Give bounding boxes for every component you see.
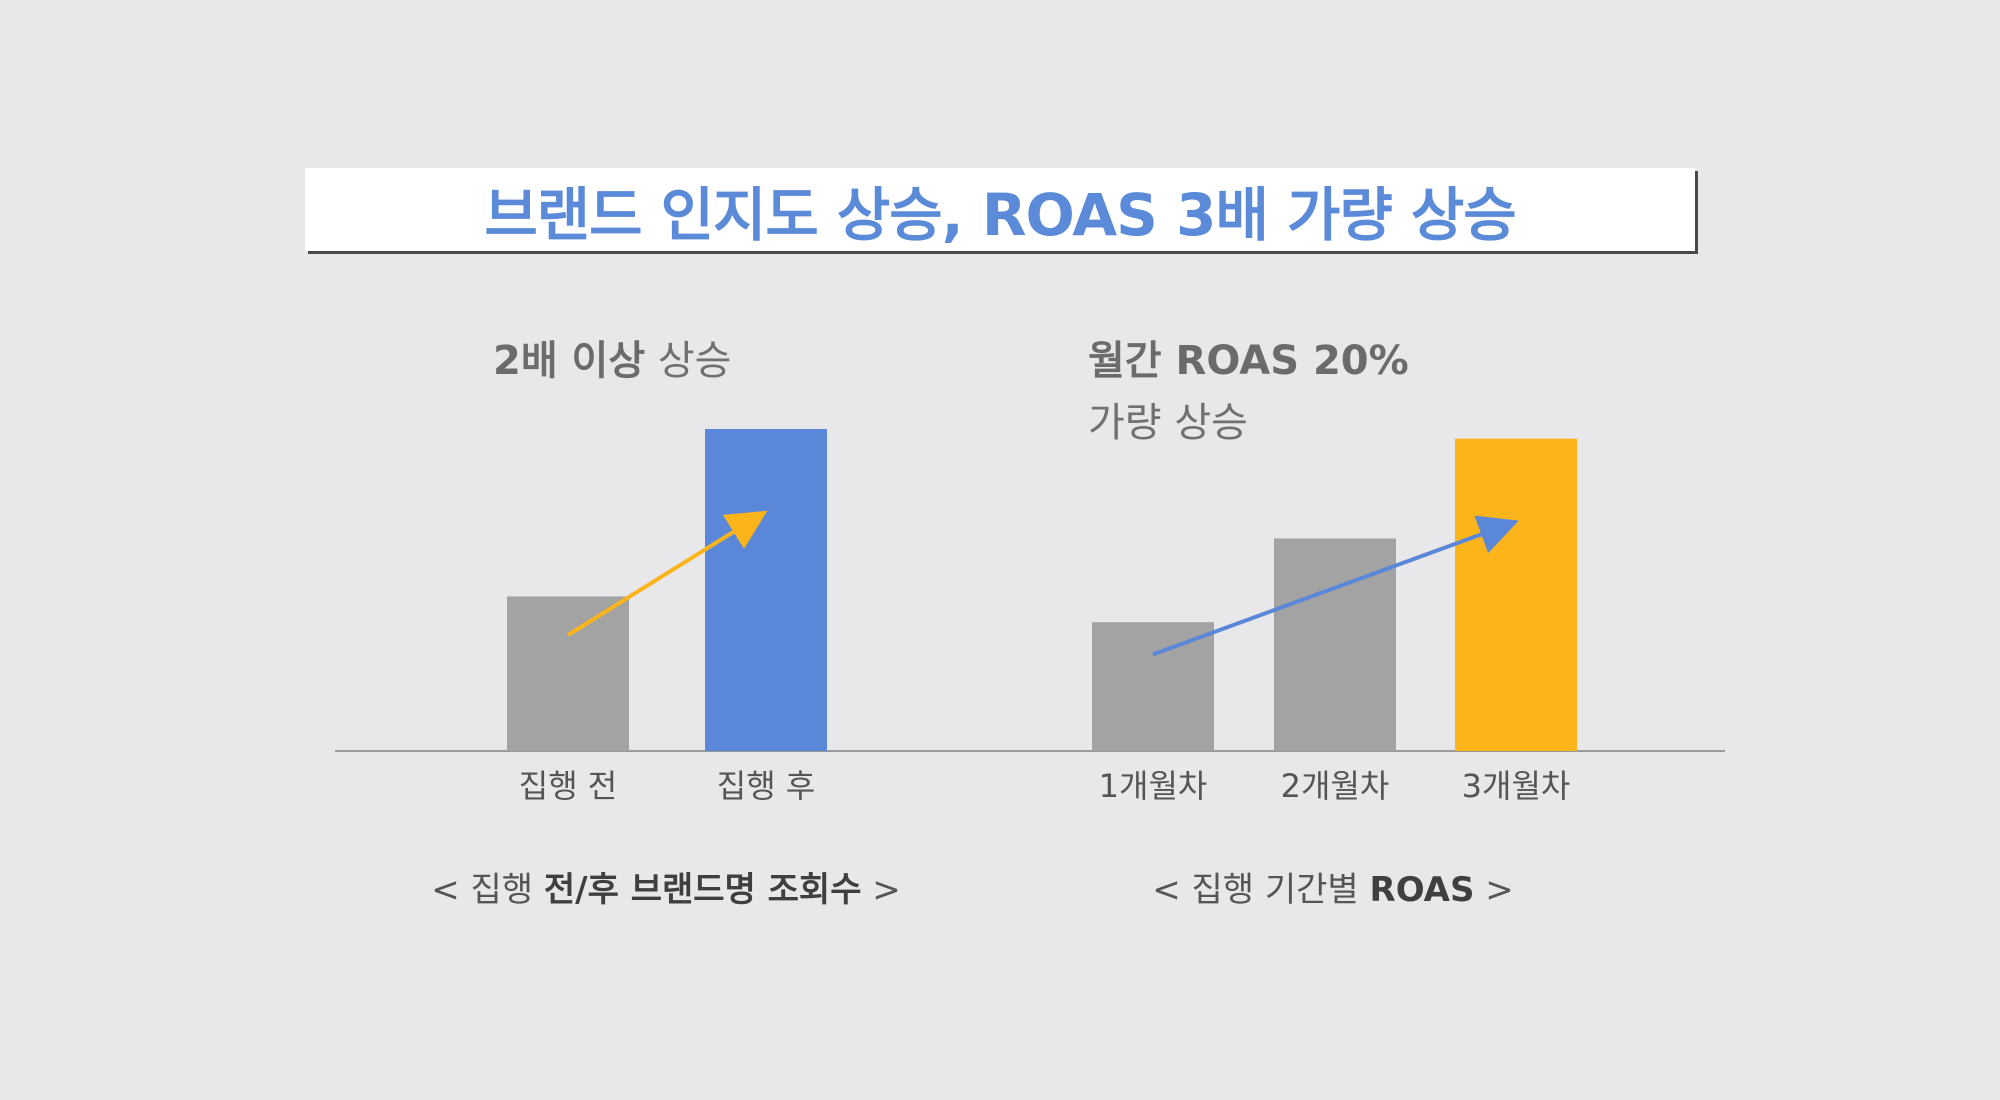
left-tick-label-2: 집행 후 bbox=[717, 767, 816, 805]
right-trend-arrow bbox=[1152, 515, 1519, 657]
right-headline-bold: 월간 ROAS 20% bbox=[1088, 338, 1409, 384]
right-bar-1 bbox=[1092, 622, 1214, 751]
right-caption-suffix: > bbox=[1474, 870, 1514, 910]
title-box: 브랜드 인지도 상승, ROAS 3배 가량 상승 bbox=[305, 168, 1695, 251]
left-bar-2 bbox=[705, 429, 827, 751]
left-caption-prefix: < 집행 bbox=[431, 870, 544, 910]
right-caption-bold: ROAS bbox=[1369, 870, 1475, 910]
left-headline: 2배 이상 상승 bbox=[493, 328, 732, 386]
left-headline-bold: 2배 이상 bbox=[493, 338, 646, 384]
left-bar-1 bbox=[507, 596, 629, 751]
right-tick-label-2: 2개월차 bbox=[1281, 767, 1390, 805]
page-title: 브랜드 인지도 상승, ROAS 3배 가량 상승 bbox=[484, 180, 1516, 249]
left-caption-suffix: > bbox=[861, 870, 901, 910]
right-tick-label-1: 1개월차 bbox=[1099, 767, 1208, 805]
right-headline-light: 가량 상승 bbox=[1088, 400, 1248, 446]
left-trend-arrow bbox=[566, 510, 768, 637]
left-headline-light: 상승 bbox=[645, 338, 732, 384]
left-caption-bold: 전/후 브랜드명 조회수 bbox=[543, 870, 862, 910]
right-headline: 월간 ROAS 20% bbox=[1088, 328, 1409, 386]
left-tick-label-1: 집행 전 bbox=[519, 767, 618, 805]
right-headline-sub: 가량 상승 bbox=[1088, 390, 1248, 448]
right-bar-3 bbox=[1455, 438, 1577, 751]
right-tick-label-3: 3개월차 bbox=[1462, 767, 1571, 805]
right-caption-prefix: < 집행 기간별 bbox=[1152, 870, 1370, 910]
left-chart-caption: < 집행 전/후 브랜드명 조회수 > bbox=[431, 862, 901, 911]
right-chart-caption: < 집행 기간별 ROAS > bbox=[1152, 862, 1514, 911]
